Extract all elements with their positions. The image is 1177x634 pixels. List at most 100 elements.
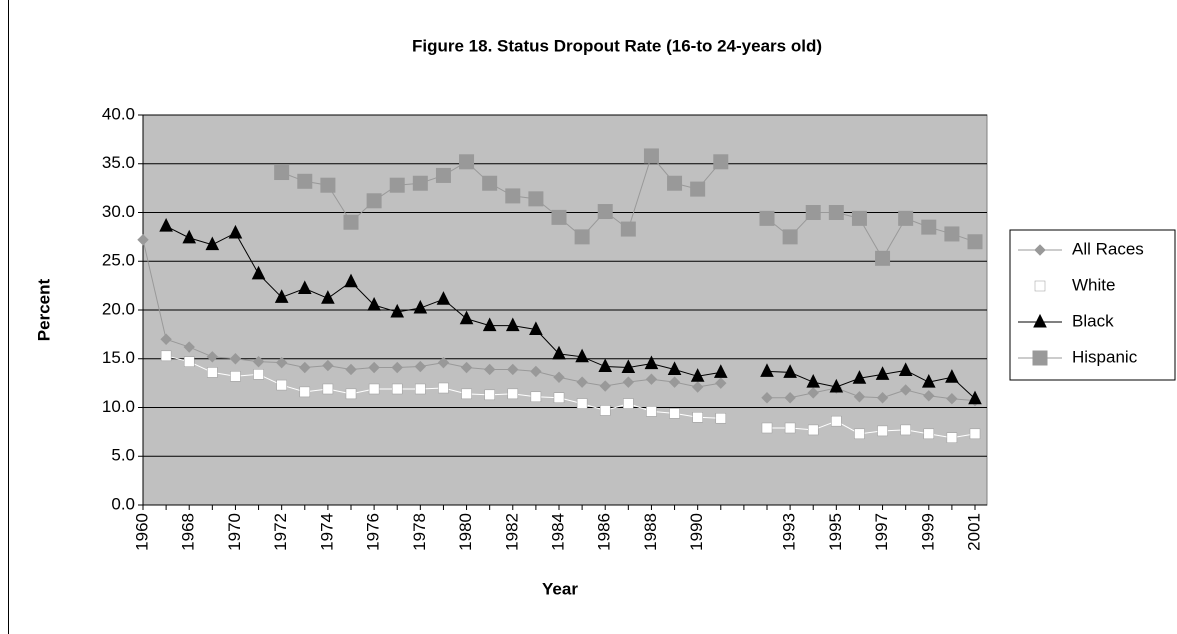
marker (483, 363, 496, 376)
legend-marker (1034, 280, 1046, 292)
marker (228, 224, 243, 239)
marker (760, 363, 774, 377)
legend-label: White (1072, 275, 1115, 294)
marker (343, 214, 359, 230)
marker (969, 428, 981, 440)
marker (713, 154, 729, 170)
y-tick-label: 25.0 (102, 251, 135, 270)
marker (322, 359, 334, 372)
marker (482, 317, 497, 332)
marker (482, 175, 498, 191)
marker (783, 364, 797, 378)
marker (368, 361, 380, 374)
marker (851, 210, 867, 226)
marker (297, 280, 312, 295)
marker (690, 181, 706, 197)
marker (274, 289, 289, 303)
marker (391, 361, 403, 374)
marker (528, 191, 544, 207)
marker (646, 406, 657, 417)
x-tick-label: 1997 (872, 513, 891, 551)
marker (297, 173, 313, 189)
marker (461, 388, 472, 400)
marker (923, 390, 935, 402)
marker (898, 362, 913, 376)
x-tick-label: 1993 (780, 513, 799, 551)
marker (368, 383, 380, 395)
y-tick-label: 40.0 (102, 104, 135, 123)
x-axis-title: Year (542, 579, 578, 598)
marker (414, 360, 427, 373)
marker (438, 382, 449, 394)
marker (807, 387, 819, 399)
marker (715, 412, 727, 424)
y-tick-label: 10.0 (102, 397, 135, 416)
x-tick-label: 1972 (271, 513, 290, 551)
marker (415, 383, 426, 395)
marker (715, 377, 727, 389)
x-tick-label: 1968 (179, 513, 198, 551)
marker (622, 376, 635, 388)
marker (574, 229, 590, 245)
marker (643, 148, 659, 164)
marker (831, 415, 842, 427)
marker (460, 361, 473, 374)
marker (391, 383, 403, 395)
marker (598, 358, 613, 373)
marker (183, 341, 195, 353)
marker (900, 424, 911, 436)
marker (968, 390, 982, 405)
marker (828, 205, 844, 220)
marker (852, 370, 867, 384)
marker (345, 388, 357, 400)
x-tick-label: 1970 (225, 513, 244, 551)
marker (345, 363, 357, 376)
marker (599, 380, 611, 392)
marker (505, 317, 520, 332)
marker (253, 369, 264, 380)
marker (551, 209, 567, 225)
marker (784, 392, 796, 404)
marker (759, 210, 775, 226)
marker (412, 175, 428, 191)
legend-label: Black (1072, 311, 1114, 330)
marker (876, 392, 889, 404)
legend-marker (1032, 350, 1048, 366)
marker (761, 422, 773, 434)
y-tick-label: 0.0 (111, 494, 135, 513)
y-tick-label: 20.0 (102, 299, 135, 318)
marker (667, 361, 682, 375)
marker (692, 412, 703, 423)
marker (576, 376, 588, 388)
x-tick-label: 1986 (595, 513, 614, 551)
marker (805, 205, 821, 220)
marker (853, 391, 866, 403)
marker (806, 374, 821, 388)
marker (183, 356, 195, 367)
marker (946, 393, 958, 405)
marker (552, 345, 566, 360)
marker (530, 365, 542, 378)
marker (322, 383, 334, 395)
marker (899, 384, 912, 396)
x-tick-label: 1999 (918, 513, 937, 551)
marker (182, 229, 197, 244)
marker (367, 297, 381, 311)
marker (945, 369, 959, 383)
marker (251, 265, 266, 280)
marker (160, 333, 172, 345)
marker (299, 386, 311, 398)
marker (484, 389, 495, 401)
marker (160, 350, 172, 362)
marker (575, 348, 589, 363)
x-tick-label: 1984 (548, 513, 567, 551)
marker (667, 175, 683, 191)
marker (507, 388, 519, 400)
marker (597, 204, 613, 220)
marker (505, 188, 521, 204)
marker (967, 234, 983, 250)
marker (668, 376, 681, 388)
marker (761, 392, 773, 404)
chart-title: Figure 18. Status Dropout Rate (16-to 24… (412, 36, 822, 55)
marker (553, 371, 565, 383)
